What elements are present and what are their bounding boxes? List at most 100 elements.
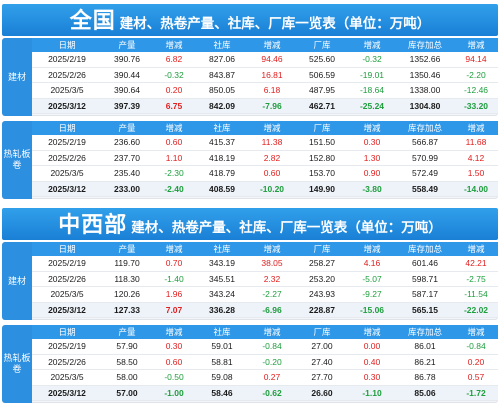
table-cell: -1.72 [454,385,498,402]
table-cell: -1.00 [152,385,196,402]
data-table: 日期 产量 增减 社库 增减 厂库 增减 库存加总 增减 2025/2/19 57.90 0.30 59… [32,325,498,402]
central-west-hot-rolled-block: 热轧板卷 G钢谷网 日期产量增减社库增减厂库增减库存加总增减2025/2/195… [2,325,498,403]
table-cell: 565.15 [396,302,454,319]
central-west-title-sub: 建材、热卷产量、社库、厂库一览表（单位：万吨） [131,220,442,235]
table-cell: 2025/3/12 [32,181,102,198]
table-cell: 149.90 [296,181,348,198]
table-cell: 850.05 [196,82,248,99]
table-cell: 598.71 [396,271,454,288]
table-cell: 94.46 [248,52,296,68]
table-cell: 842.09 [196,98,248,115]
table-cell: -2.75 [454,271,498,288]
table-cell: -10.20 [248,181,296,198]
column-header: 增减 [248,325,296,339]
table-cell: 525.60 [296,52,348,68]
table-cell: 1.10 [152,150,196,167]
table-cell: -14.00 [454,181,498,198]
column-header: 产量 [102,38,152,52]
table-row: 2025/2/19 390.76 6.82 827.06 94.46 525.60 -0.3… [32,52,498,68]
column-header: 增减 [348,242,396,256]
table-cell: -6.96 [248,302,296,319]
table-cell: 558.49 [396,181,454,198]
table-cell: 236.60 [102,135,152,151]
table-row: 2025/2/19 236.60 0.60 415.37 11.38 151.50 0.30… [32,135,498,151]
table-row: 2025/3/5 58.00 -0.50 59.08 0.27 27.70 0.30 86.7… [32,369,498,386]
table-row: 2025/3/5 390.64 0.20 850.05 6.18 487.95 -18.64… [32,82,498,99]
table-cell: 2.32 [248,271,296,288]
table-cell: -33.20 [454,98,498,115]
table-cell: -7.96 [248,98,296,115]
table-cell: -2.20 [454,67,498,84]
table-cell: 336.28 [196,302,248,319]
data-table: 日期 产量 增减 社库 增减 厂库 增减 库存加总 增减 2025/2/19 119.70 0.70 3… [32,242,498,319]
table-cell: 235.40 [102,165,152,182]
table-cell: 151.50 [296,135,348,151]
table-cell: 0.60 [152,354,196,371]
table-cell: 258.27 [296,256,348,272]
row-group-label: 热轧板卷 [2,121,32,199]
central-west-title-main: 中西部 [58,212,128,237]
table-cell: -1.10 [348,385,396,402]
table-cell: -2.27 [248,286,296,303]
table-cell: -0.84 [248,339,296,355]
table-cell: -0.50 [152,369,196,386]
column-header: 增减 [248,242,296,256]
table-cell: 237.70 [102,150,152,167]
table-cell: 57.90 [102,339,152,355]
table-cell: 26.60 [296,385,348,402]
table-cell: 4.16 [348,256,396,272]
table-cell: 2025/2/26 [32,354,102,371]
table-cell: -0.32 [348,52,396,68]
table-cell: 233.00 [102,181,152,198]
table-cell: 243.93 [296,286,348,303]
table-cell: 58.00 [102,369,152,386]
table-cell: 343.24 [196,286,248,303]
table-cell: 58.81 [196,354,248,371]
column-header: 产量 [102,242,152,256]
table-cell: 487.95 [296,82,348,99]
column-header: 增减 [152,242,196,256]
column-header: 库存加总 [396,38,454,52]
column-header: 增减 [348,121,396,135]
table-cell: 0.27 [248,369,296,386]
table-header-row: 日期 产量 增减 社库 增减 厂库 增减 库存加总 增减 [32,38,498,52]
column-header: 日期 [32,325,102,339]
table-cell: 2025/3/12 [32,385,102,402]
table-cell: 86.01 [396,339,454,355]
national-title-sub: 建材、热卷产量、社库、厂库一览表（单位：万吨） [119,16,431,31]
table-cell: -2.30 [152,165,196,182]
table-cell: 253.20 [296,271,348,288]
table-cell: 0.30 [152,339,196,355]
table-cell: 0.40 [348,354,396,371]
table-cell: -18.64 [348,82,396,99]
table-row: 2025/2/19 57.90 0.30 59.01 -0.84 27.00 0.00 86.… [32,339,498,355]
table-cell: -19.01 [348,67,396,84]
table-cell: 59.08 [196,369,248,386]
table-cell: 16.81 [248,67,296,84]
column-header: 社库 [196,121,248,135]
table-cell: 2025/2/26 [32,67,102,84]
table-row-latest: 2025/3/12 233.00 -2.40 408.59 -10.20 149.90 -3… [32,181,498,198]
table-cell: -3.80 [348,181,396,198]
column-header: 增减 [348,38,396,52]
table-cell: -0.62 [248,385,296,402]
table-cell: 6.82 [152,52,196,68]
table-cell: 827.06 [196,52,248,68]
column-header: 增减 [454,38,498,52]
table-cell: 6.75 [152,98,196,115]
table-row: 2025/3/5 235.40 -2.30 418.79 0.60 153.70 0.90 5… [32,165,498,182]
column-header: 日期 [32,242,102,256]
table-cell: 2025/3/12 [32,302,102,319]
table-cell: 4.12 [454,150,498,167]
table-cell: 118.30 [102,271,152,288]
table-cell: 0.30 [348,369,396,386]
table-cell: 415.37 [196,135,248,151]
table-row-latest: 2025/3/12 127.33 7.07 336.28 -6.96 228.87 -15.… [32,302,498,319]
table-cell: -1.40 [152,271,196,288]
table-cell: 0.30 [348,135,396,151]
table-cell: 2025/2/26 [32,150,102,167]
column-header: 增减 [348,325,396,339]
national-hot-rolled-block: 热轧板卷 G钢谷网 日期产量增减社库增减厂库增减库存加总增减2025/2/192… [2,121,498,199]
table-cell: 566.87 [396,135,454,151]
table-cell: 0.20 [152,82,196,99]
